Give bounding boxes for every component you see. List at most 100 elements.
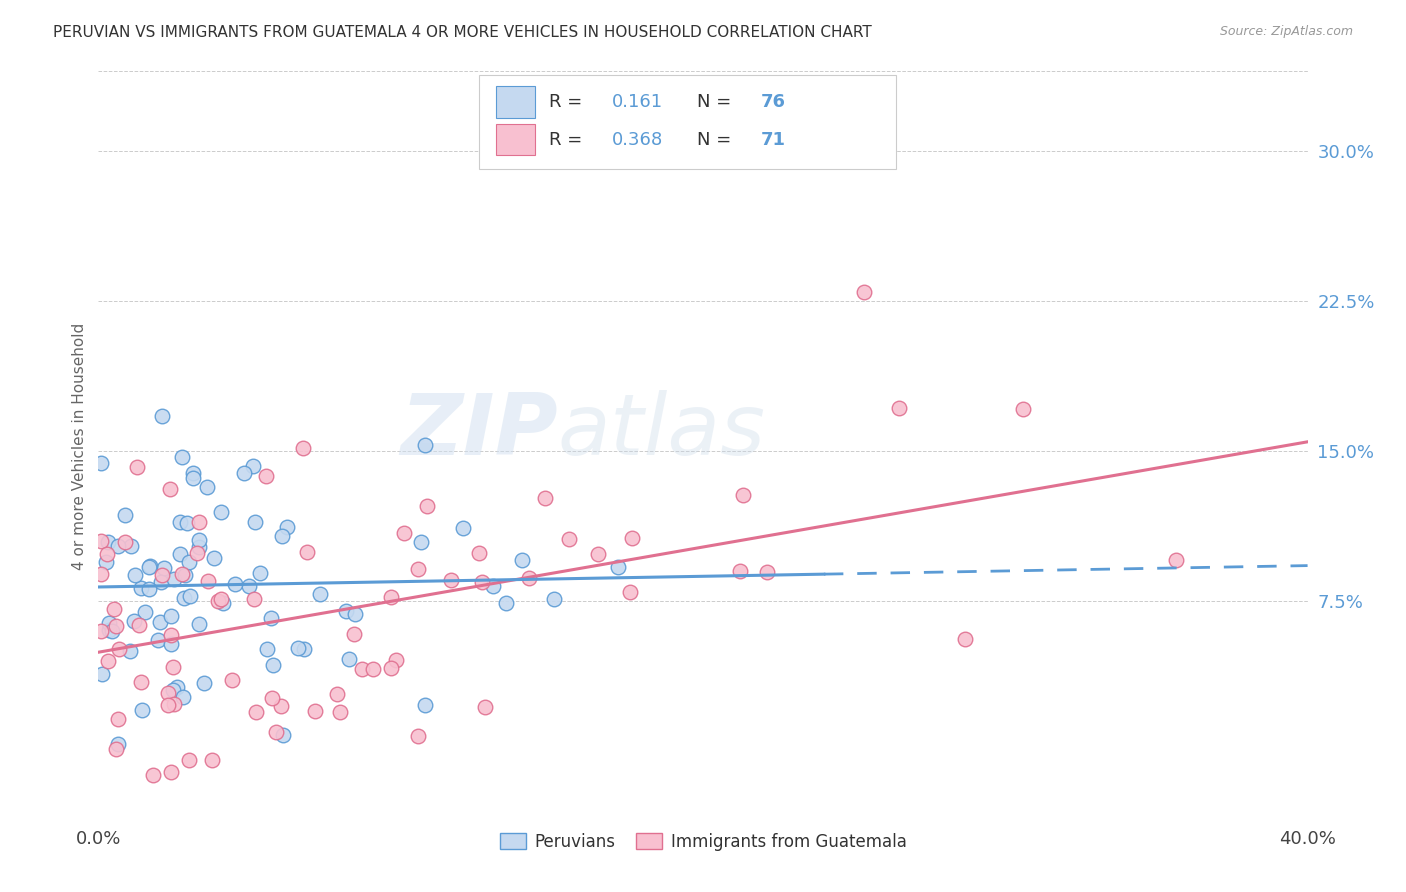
Point [138, 559, 160, 574]
FancyBboxPatch shape [479, 75, 897, 169]
Point [242, 592, 264, 607]
Point [619, 584, 641, 599]
Point [163, 572, 186, 586]
Point [97, 615, 120, 630]
Point [249, 566, 271, 581]
Point [467, 546, 489, 560]
Point [510, 553, 533, 567]
Point [94, 555, 117, 569]
Point [150, 409, 173, 424]
Point [260, 611, 283, 625]
Point [1166, 553, 1188, 567]
Point [128, 618, 150, 632]
Point [142, 768, 165, 782]
Text: 71: 71 [761, 130, 786, 149]
Point [326, 687, 349, 701]
Point [149, 615, 172, 629]
Point [329, 705, 352, 719]
Point [157, 698, 180, 712]
Point [195, 480, 218, 494]
Text: 0.368: 0.368 [613, 130, 664, 149]
Point [245, 705, 267, 719]
Point [179, 589, 201, 603]
Point [159, 482, 181, 496]
Point [172, 690, 194, 705]
Y-axis label: 4 or more Vehicles in Household: 4 or more Vehicles in Household [72, 322, 87, 570]
Point [270, 698, 292, 713]
Point [262, 657, 284, 672]
Point [162, 659, 184, 673]
Point [1011, 401, 1033, 416]
Point [103, 602, 125, 616]
Text: R =: R = [550, 93, 589, 112]
Point [105, 619, 128, 633]
Point [170, 567, 193, 582]
Point [471, 574, 494, 589]
Point [415, 698, 437, 713]
Point [276, 520, 298, 534]
Point [157, 686, 180, 700]
Point [181, 466, 204, 480]
Point [129, 581, 152, 595]
Point [558, 532, 581, 546]
Point [207, 593, 229, 607]
Legend: Peruvians, Immigrants from Guatemala: Peruvians, Immigrants from Guatemala [494, 826, 912, 857]
Point [98, 624, 121, 638]
Point [260, 691, 283, 706]
Point [197, 574, 219, 588]
Point [160, 765, 183, 780]
Point [297, 545, 319, 559]
Point [169, 547, 191, 561]
Text: 76: 76 [761, 93, 786, 112]
Point [852, 285, 875, 299]
Point [361, 662, 384, 676]
Point [408, 729, 430, 743]
Point [887, 401, 910, 415]
Point [114, 508, 136, 523]
Point [304, 704, 326, 718]
Point [150, 568, 173, 582]
Point [955, 632, 977, 647]
Point [292, 641, 315, 656]
Point [169, 515, 191, 529]
Point [163, 697, 186, 711]
Point [188, 540, 211, 554]
Point [413, 437, 436, 451]
Point [125, 460, 148, 475]
Point [309, 586, 332, 600]
Point [90, 534, 112, 549]
Text: N =: N = [697, 93, 737, 112]
Point [104, 742, 127, 756]
Point [107, 712, 129, 726]
Point [162, 683, 184, 698]
Point [474, 699, 496, 714]
Point [201, 753, 224, 767]
Point [120, 539, 142, 553]
Point [287, 640, 309, 655]
Point [337, 651, 360, 665]
Text: PERUVIAN VS IMMIGRANTS FROM GUATEMALA 4 OR MORE VEHICLES IN HOUSEHOLD CORRELATIO: PERUVIAN VS IMMIGRANTS FROM GUATEMALA 4 … [53, 25, 872, 40]
Text: 0.161: 0.161 [613, 93, 664, 112]
Point [606, 560, 628, 574]
Point [170, 450, 193, 464]
Point [264, 724, 287, 739]
Point [731, 487, 754, 501]
Point [534, 491, 557, 505]
Point [233, 466, 256, 480]
Point [134, 605, 156, 619]
Point [179, 753, 201, 767]
Point [440, 573, 463, 587]
Point [621, 532, 644, 546]
Point [186, 546, 208, 560]
Point [118, 644, 141, 658]
Point [335, 604, 357, 618]
Point [166, 680, 188, 694]
Point [90, 567, 112, 582]
Point [291, 441, 314, 455]
Point [385, 653, 408, 667]
Point [380, 591, 402, 605]
Text: ZIP: ZIP [401, 390, 558, 473]
Point [543, 592, 565, 607]
Point [176, 516, 198, 530]
Point [343, 627, 366, 641]
